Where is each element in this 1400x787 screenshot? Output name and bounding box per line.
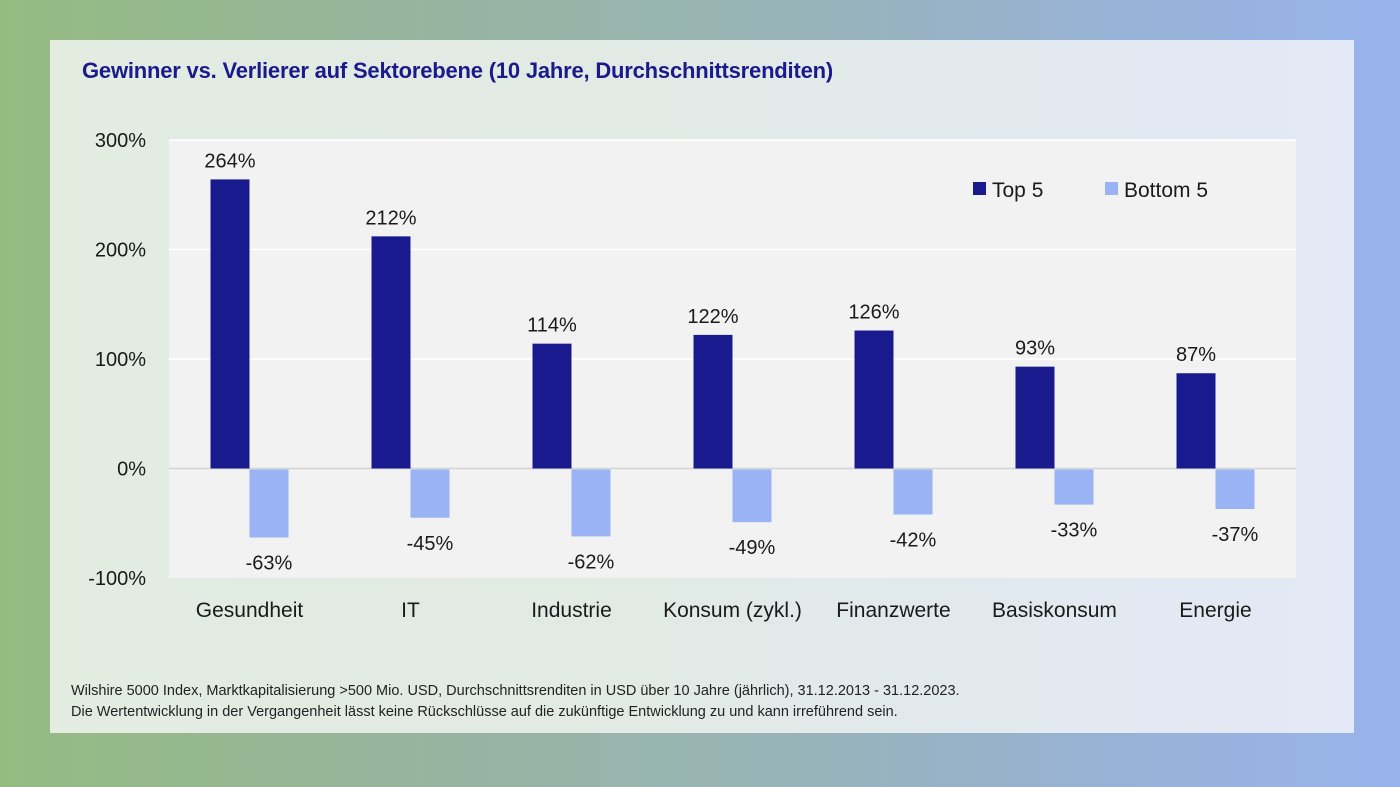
data-label-top5: 114%	[527, 315, 577, 337]
x-axis-ticks: Gesundheit IT Industrie Konsum (zykl.) Finan…	[196, 599, 1252, 622]
y-tick-label: 200%	[95, 240, 146, 262]
data-label-top5: 122%	[687, 306, 738, 328]
legend: Top 5 Bottom 5	[973, 179, 1208, 202]
bar-bottom5	[732, 469, 772, 523]
x-tick-label: Gesundheit	[196, 599, 304, 622]
data-label-bottom5: -42%	[890, 529, 937, 551]
chart-card: Gewinner vs. Verlierer auf Sektorebene (…	[50, 40, 1354, 733]
footnote: Wilshire 5000 Index, Marktkapitalisierun…	[71, 681, 960, 723]
x-tick-label: Energie	[1179, 599, 1251, 622]
bar-chart: 300% 200% 100% 0% -100% 264% -63% 212% -45% 114%…	[88, 130, 1296, 622]
x-tick-label: Konsum (zykl.)	[663, 599, 802, 622]
data-label-bottom5: -62%	[568, 551, 615, 573]
legend-swatch-bottom5	[1105, 182, 1118, 195]
x-tick-label: Basiskonsum	[992, 599, 1117, 622]
bar-top5	[1015, 366, 1055, 469]
legend-label-top5: Top 5	[992, 179, 1043, 202]
bar-top5	[854, 330, 894, 469]
legend-swatch-top5	[973, 182, 986, 195]
x-tick-label: IT	[401, 599, 420, 622]
y-tick-label: 100%	[95, 349, 146, 371]
data-label-top5: 93%	[1015, 338, 1055, 360]
bar-bottom5	[893, 469, 933, 515]
bar-top5	[693, 334, 733, 469]
bar-top5	[1176, 373, 1216, 469]
footnote-disclaimer: Die Wertentwicklung in der Vergangenheit…	[71, 704, 898, 720]
data-label-bottom5: -45%	[407, 533, 454, 555]
bar-top5	[532, 343, 572, 469]
y-tick-label: 300%	[95, 130, 146, 152]
bar-bottom5	[571, 469, 611, 537]
data-label-top5: 126%	[848, 302, 899, 324]
bar-bottom5	[1054, 469, 1094, 505]
y-tick-label: -100%	[88, 568, 146, 590]
chart-title: Gewinner vs. Verlierer auf Sektorebene (…	[82, 58, 833, 83]
bar-bottom5	[249, 469, 289, 538]
footnote-source: Wilshire 5000 Index, Marktkapitalisierun…	[71, 683, 960, 699]
bar-bottom5	[1215, 469, 1255, 510]
data-label-top5: 87%	[1176, 344, 1216, 366]
data-label-bottom5: -37%	[1212, 524, 1259, 546]
data-labels: 264% -63% 212% -45% 114% -62% 122% -49% 126% -42%…	[204, 150, 1258, 574]
bar-top5	[210, 179, 250, 469]
x-tick-label: Industrie	[531, 599, 612, 622]
bar-bottom5	[410, 469, 450, 518]
x-tick-label: Finanzwerte	[836, 599, 950, 622]
bars	[210, 179, 1255, 538]
legend-label-bottom5: Bottom 5	[1124, 179, 1208, 202]
data-label-bottom5: -49%	[729, 537, 776, 559]
data-label-bottom5: -33%	[1051, 520, 1098, 542]
y-tick-label: 0%	[117, 459, 146, 481]
y-axis-ticks: 300% 200% 100% 0% -100%	[88, 130, 146, 590]
data-label-top5: 264%	[204, 150, 255, 172]
bar-top5	[371, 236, 411, 469]
data-label-bottom5: -63%	[246, 552, 293, 574]
data-label-top5: 212%	[365, 207, 416, 229]
